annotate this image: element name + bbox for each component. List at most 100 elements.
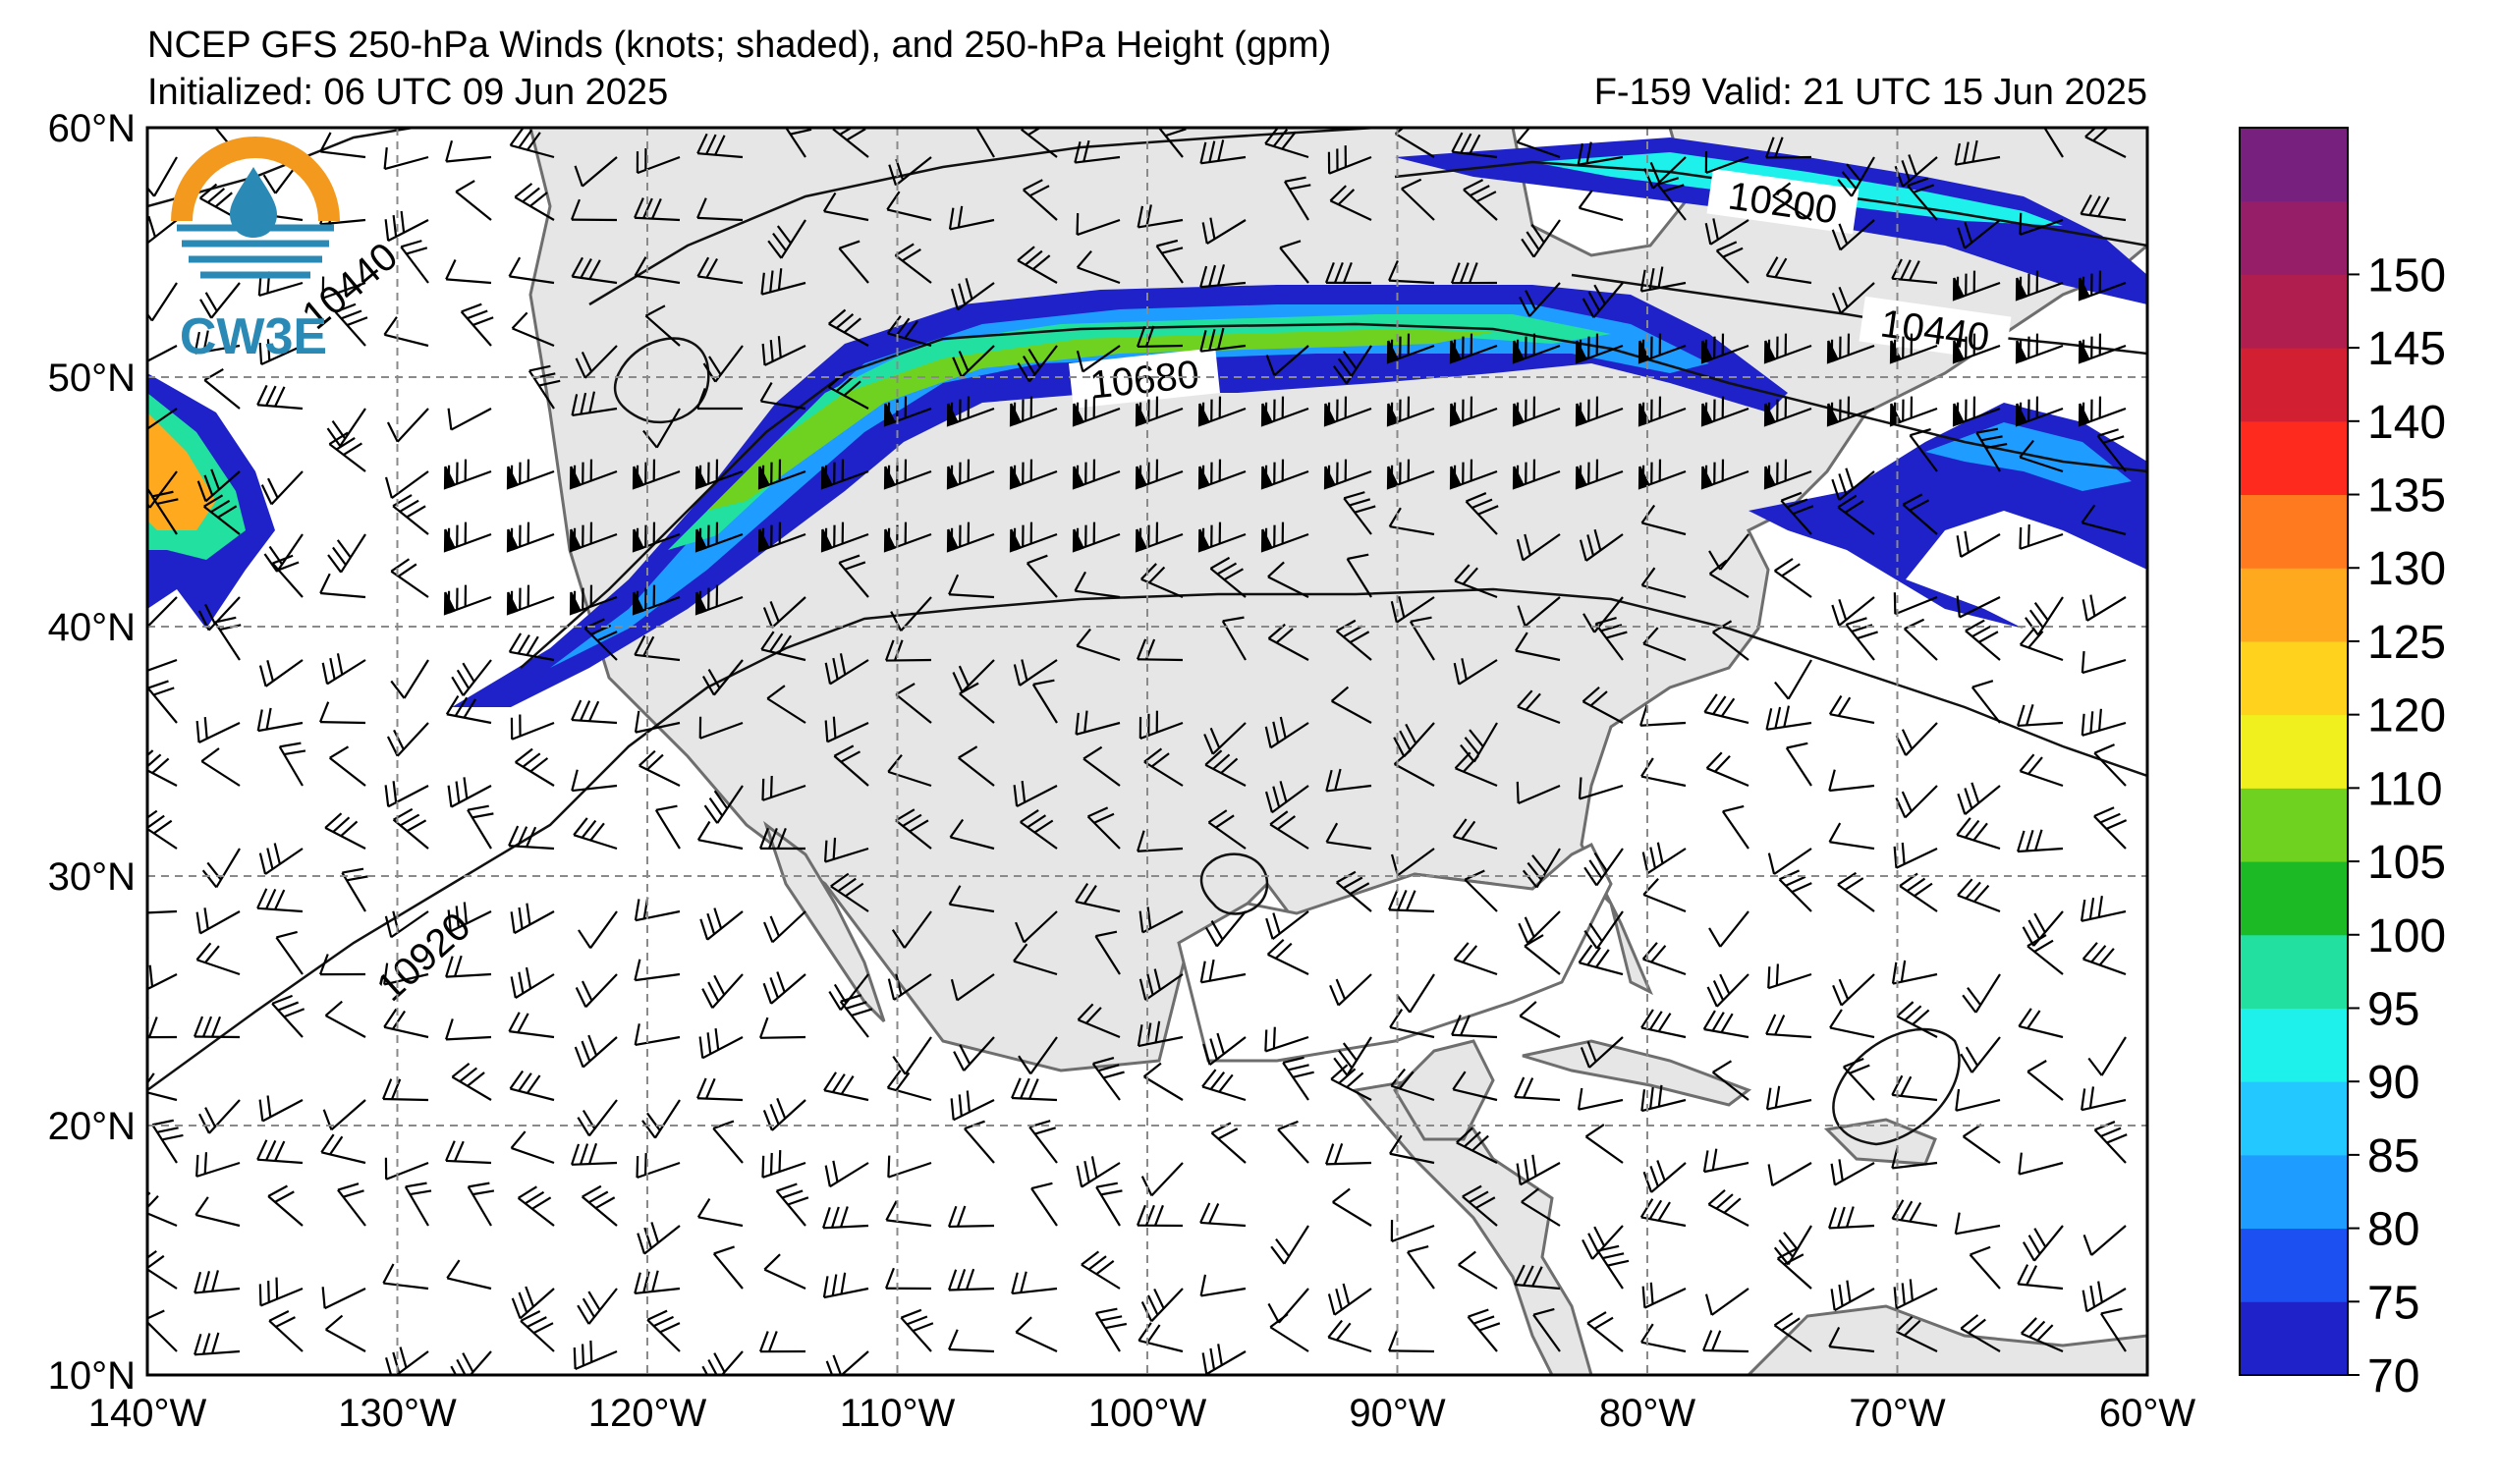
wind-barb bbox=[891, 910, 932, 949]
wind-barb bbox=[703, 785, 744, 824]
wind-barb bbox=[1284, 176, 1311, 221]
wind-barb bbox=[883, 459, 932, 490]
wind-barb bbox=[390, 659, 429, 699]
colorbar-tick-label: 130 bbox=[2367, 543, 2446, 595]
wind-barb bbox=[194, 330, 241, 355]
wind-barb bbox=[958, 745, 995, 787]
wind-barb bbox=[1264, 781, 1309, 814]
wind-barb bbox=[947, 1268, 995, 1292]
colorbar-tick-label: 100 bbox=[2367, 910, 2446, 962]
wind-barb bbox=[1017, 246, 1058, 284]
wind-barb bbox=[1638, 459, 1687, 490]
wind-barb bbox=[632, 459, 681, 490]
contour-10920 bbox=[147, 587, 2147, 1092]
latitude-tick-label: 20°N bbox=[48, 1105, 136, 1148]
wind-barb bbox=[1512, 333, 1561, 364]
wind-barb bbox=[822, 1206, 869, 1230]
wind-barb bbox=[952, 345, 995, 378]
wind-barb bbox=[1767, 963, 1812, 990]
map-border bbox=[145, 126, 2149, 1377]
wind-barb bbox=[151, 1119, 184, 1164]
wind-barb bbox=[1702, 1148, 1749, 1174]
wind-barb bbox=[574, 1034, 618, 1069]
wind-barb bbox=[1896, 1001, 1938, 1038]
wind-barb bbox=[1842, 1057, 1875, 1101]
wind-barb bbox=[574, 156, 618, 188]
wind-barb bbox=[1516, 781, 1561, 804]
wind-barb bbox=[886, 1070, 932, 1102]
wind-barb bbox=[1586, 1311, 1624, 1352]
wind-barb bbox=[320, 1133, 366, 1165]
wind-barb bbox=[2021, 1317, 2064, 1353]
colorbar-swatch bbox=[2240, 420, 2348, 496]
wind-barb bbox=[1517, 596, 1561, 628]
colorbar-tick-label: 140 bbox=[2367, 397, 2446, 449]
latitude-tick-label: 40°N bbox=[48, 606, 136, 649]
wind-barbs bbox=[147, 128, 2128, 1375]
wind-barb bbox=[1582, 686, 1624, 724]
contour-10680 bbox=[520, 322, 2147, 669]
wind-barb bbox=[699, 907, 744, 941]
wind-barb bbox=[1390, 595, 1435, 624]
wind-barb bbox=[1265, 910, 1309, 940]
wind-barb bbox=[324, 1000, 366, 1038]
wind-barb bbox=[1773, 1225, 1812, 1266]
wind-barb bbox=[1965, 619, 2001, 661]
wind-barb bbox=[892, 1036, 932, 1075]
wind-barb bbox=[702, 345, 744, 383]
wind-barb bbox=[1279, 240, 1309, 284]
wind-barb bbox=[1952, 270, 2001, 302]
wind-barb bbox=[1142, 1062, 1184, 1101]
cw3e-logo: CW3E bbox=[171, 137, 340, 365]
wind-barb bbox=[267, 1184, 304, 1227]
wind-barb bbox=[511, 1286, 555, 1320]
wind-barb bbox=[341, 867, 368, 912]
wind-barb bbox=[634, 959, 681, 982]
colorbar-tick-label: 80 bbox=[2367, 1204, 2419, 1256]
wind-barb bbox=[445, 1140, 492, 1165]
wind-barb bbox=[1327, 145, 1372, 175]
colorbar-swatch bbox=[2240, 1008, 2348, 1082]
wind-barb bbox=[511, 311, 555, 348]
wind-barb bbox=[1707, 1189, 1749, 1227]
wind-barb bbox=[1081, 1250, 1121, 1290]
wind-barb bbox=[1458, 1250, 1498, 1290]
wind-barb bbox=[760, 268, 806, 296]
wind-barb bbox=[1095, 1182, 1123, 1227]
wind-barb bbox=[271, 554, 304, 598]
wind-barb bbox=[382, 1263, 429, 1291]
wind-barb bbox=[2081, 1086, 2127, 1112]
wind-barb bbox=[577, 1288, 618, 1325]
wind-barb bbox=[654, 804, 681, 850]
wind-barb bbox=[886, 315, 932, 348]
wind-barb bbox=[1020, 809, 1058, 850]
wind-barb bbox=[1386, 459, 1435, 490]
wind-barb bbox=[1583, 848, 1624, 887]
colorbar-swatch bbox=[2240, 861, 2348, 936]
wind-barb bbox=[2026, 1060, 2064, 1101]
wind-barb bbox=[256, 888, 304, 913]
wind-barb bbox=[570, 1142, 618, 1166]
wind-barb bbox=[1136, 1204, 1184, 1228]
wind-barb bbox=[384, 781, 429, 808]
wind-barb bbox=[767, 219, 806, 259]
wind-barb bbox=[1074, 139, 1121, 164]
wind-barb bbox=[949, 818, 995, 851]
wind-barb bbox=[1638, 396, 1687, 427]
wind-barb bbox=[1954, 139, 2001, 166]
wind-barb bbox=[571, 391, 618, 416]
wind-barb bbox=[445, 258, 492, 285]
wind-barb bbox=[1778, 869, 1812, 912]
wind-barb bbox=[1575, 396, 1624, 427]
wind-barb bbox=[1325, 768, 1372, 793]
latitude-tick-label: 60°N bbox=[48, 107, 136, 150]
wind-barb bbox=[443, 522, 492, 553]
wind-barb bbox=[1456, 1127, 1498, 1164]
wind-barb bbox=[1700, 333, 1749, 364]
wind-barb bbox=[1785, 742, 1812, 787]
wind-barb bbox=[1891, 1199, 1938, 1228]
wind-barb bbox=[1140, 1162, 1184, 1197]
wind-barb bbox=[823, 837, 869, 863]
wind-barb bbox=[445, 1018, 492, 1041]
wind-barb bbox=[948, 885, 995, 913]
